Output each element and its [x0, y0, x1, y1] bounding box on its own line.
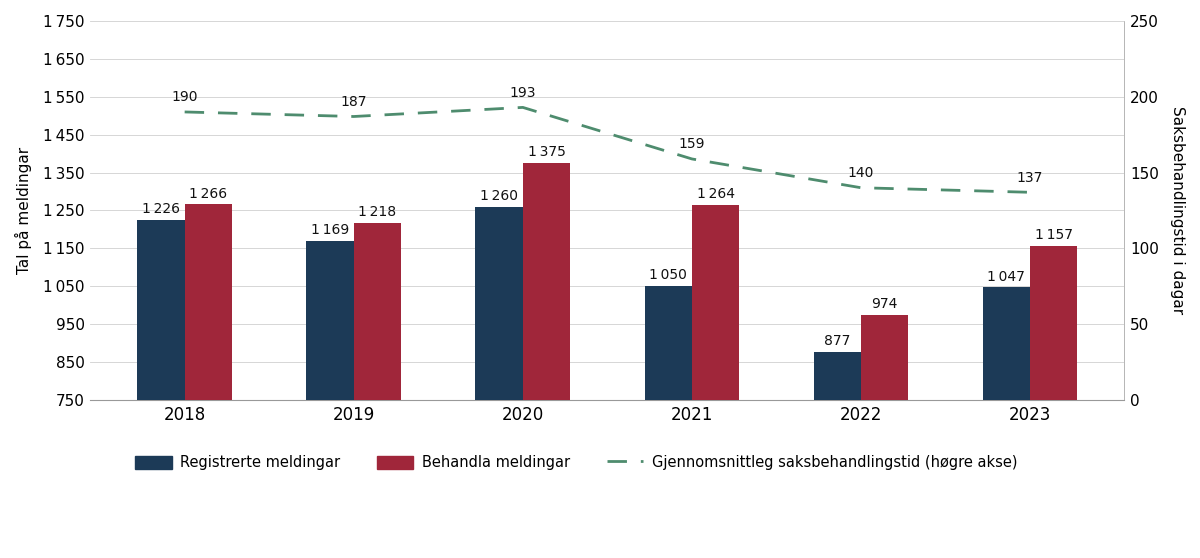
- Text: 1 218: 1 218: [359, 205, 396, 219]
- Text: 193: 193: [510, 86, 536, 100]
- Text: 1 260: 1 260: [480, 189, 518, 203]
- Bar: [862, 315, 908, 558]
- Text: 974: 974: [871, 297, 898, 311]
- Text: 1 264: 1 264: [697, 187, 734, 201]
- Bar: [1030, 246, 1078, 558]
- Bar: [137, 220, 185, 558]
- Bar: [306, 241, 354, 558]
- Y-axis label: Saksbehandlingstid i dagar: Saksbehandlingstid i dagar: [1170, 107, 1184, 315]
- Legend: Registrerte meldingar, Behandla meldingar, Gjennomsnittleg saksbehandlingstid (h: Registrerte meldingar, Behandla meldinga…: [130, 449, 1024, 476]
- Bar: [523, 163, 570, 558]
- Bar: [644, 286, 692, 558]
- Text: 159: 159: [679, 137, 706, 151]
- Text: 1 266: 1 266: [190, 186, 227, 201]
- Y-axis label: Tal på meldingar: Tal på meldingar: [14, 147, 32, 274]
- Text: 1 157: 1 157: [1034, 228, 1073, 242]
- Text: 1 169: 1 169: [311, 223, 349, 237]
- Bar: [185, 204, 232, 558]
- Bar: [983, 287, 1030, 558]
- Text: 1 226: 1 226: [142, 202, 180, 216]
- Bar: [354, 223, 401, 558]
- Bar: [814, 352, 862, 558]
- Bar: [692, 205, 739, 558]
- Text: 190: 190: [172, 90, 198, 104]
- Text: 1 375: 1 375: [528, 145, 565, 160]
- Text: 1 050: 1 050: [649, 268, 688, 282]
- Text: 137: 137: [1016, 171, 1043, 185]
- Text: 1 047: 1 047: [988, 270, 1025, 283]
- Text: 877: 877: [824, 334, 851, 348]
- Text: 140: 140: [848, 166, 875, 180]
- Text: 187: 187: [341, 95, 367, 109]
- Bar: [475, 206, 523, 558]
